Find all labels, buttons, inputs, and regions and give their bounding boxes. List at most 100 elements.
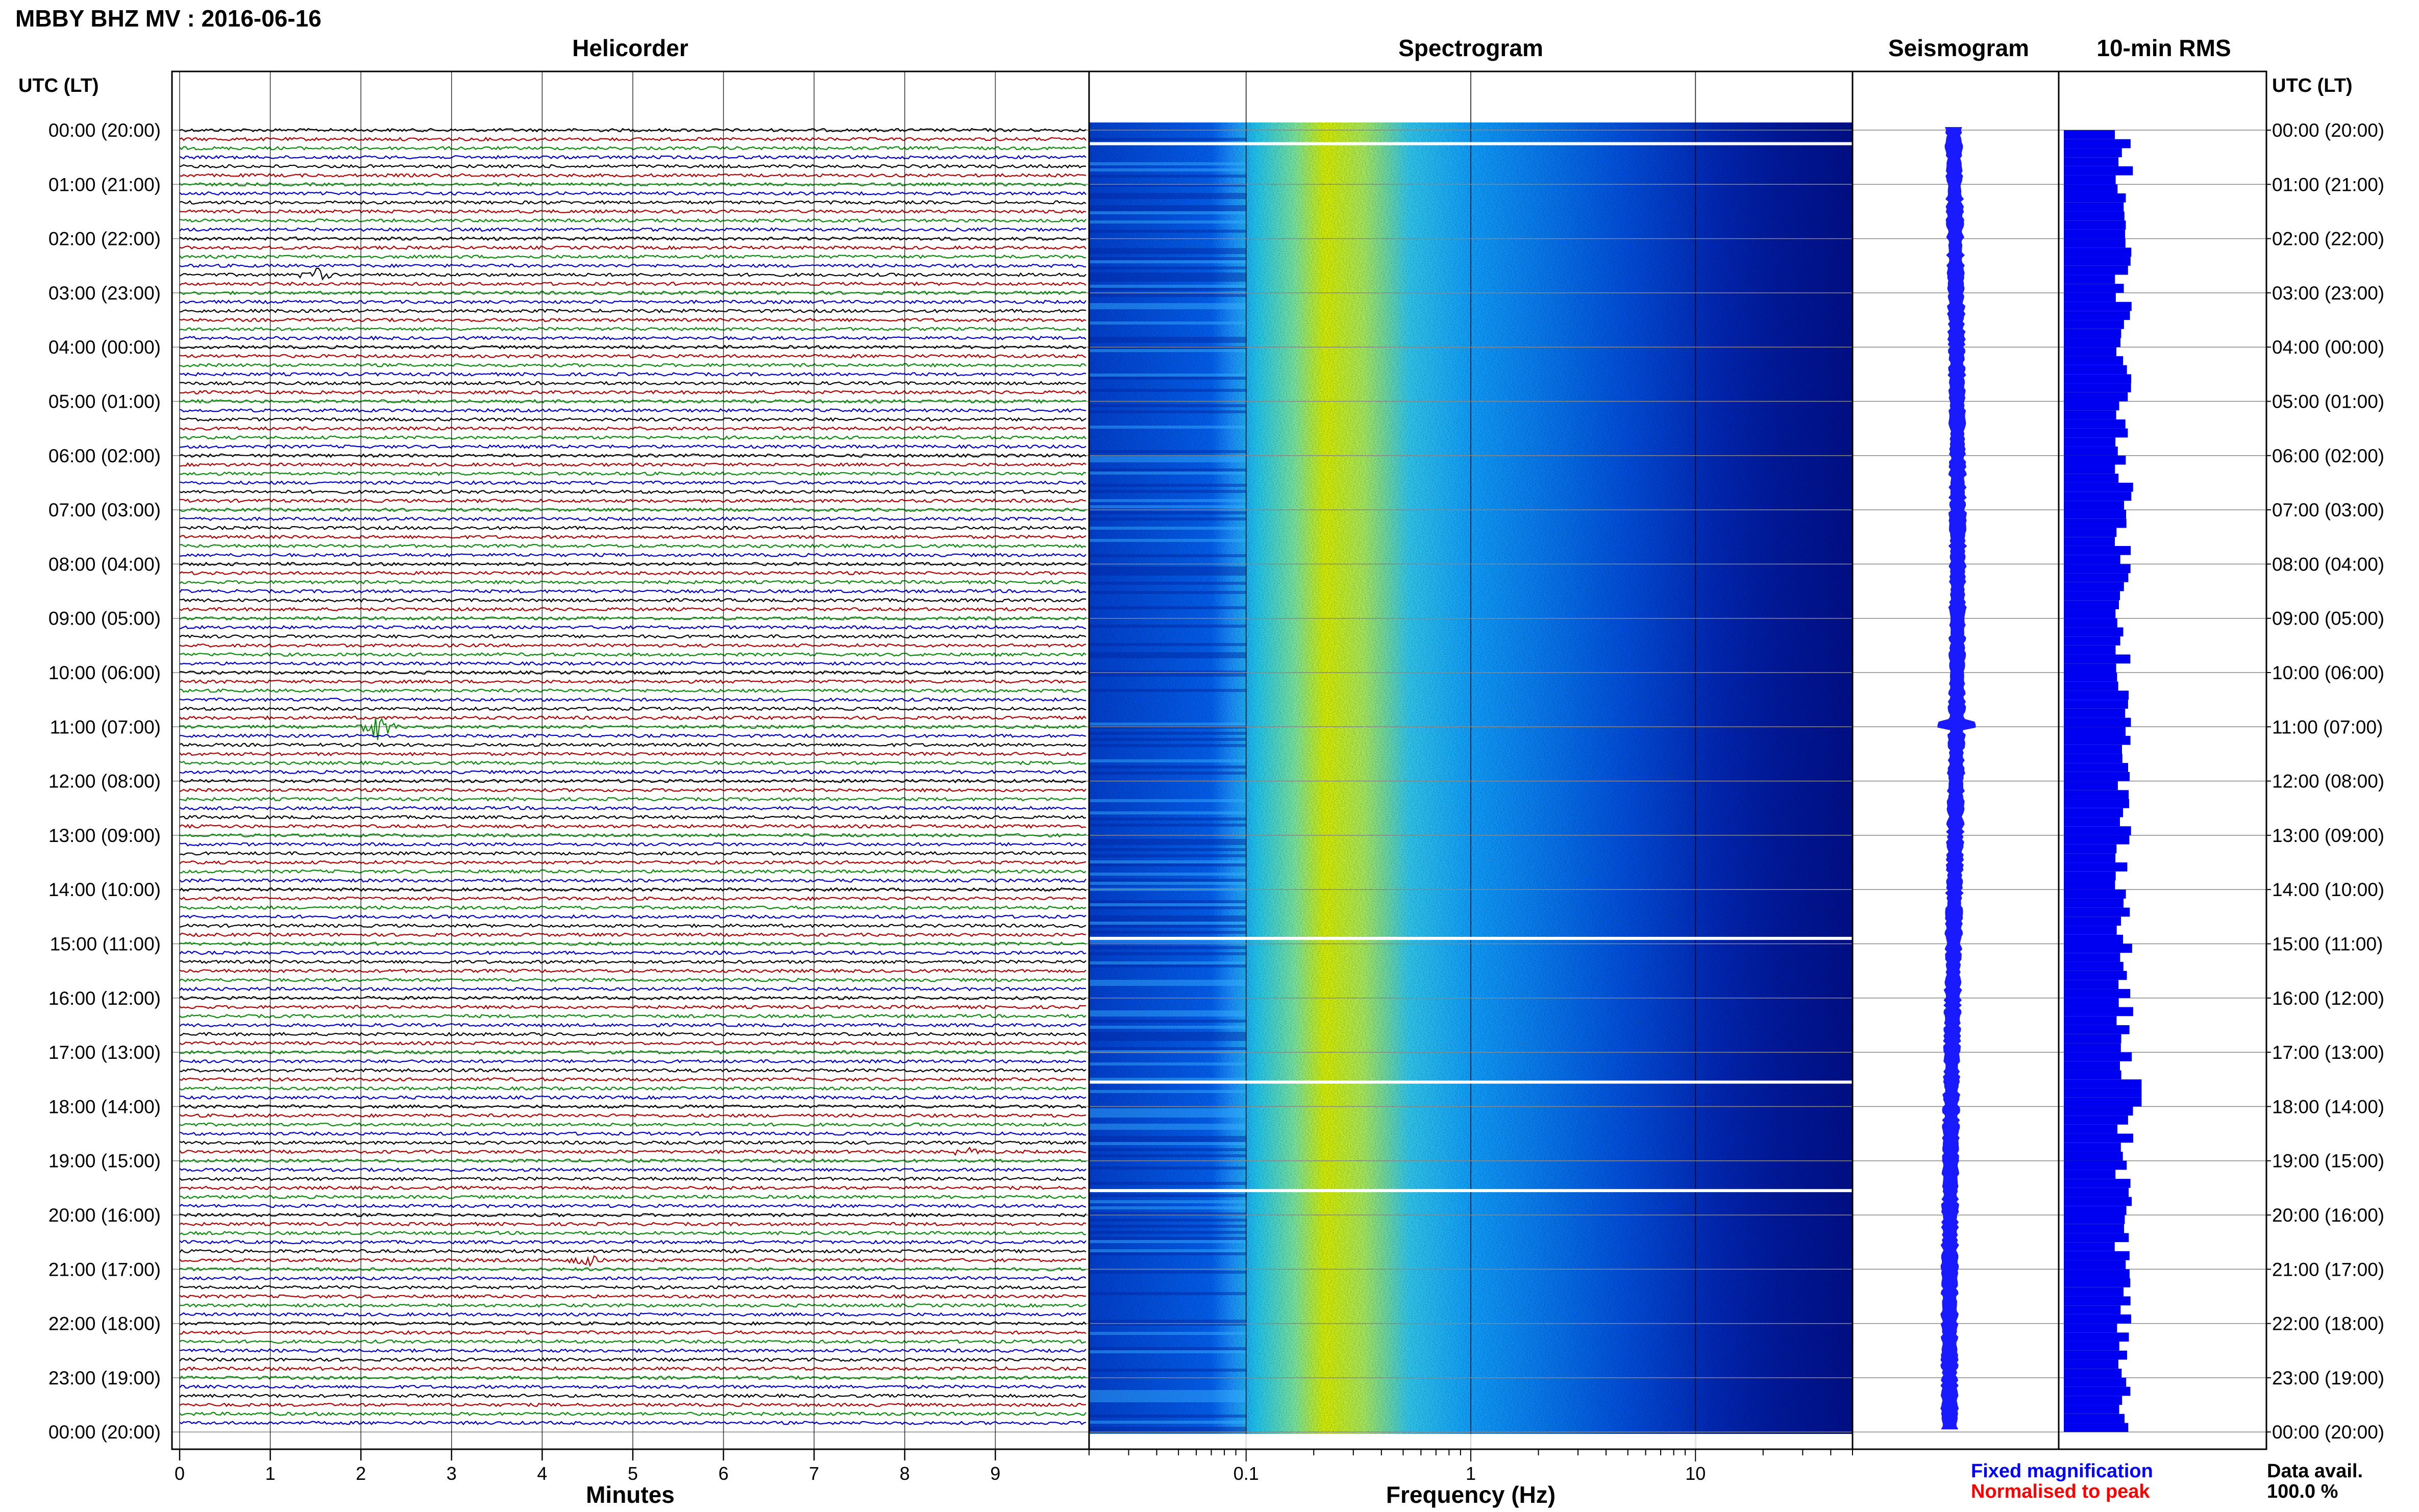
rms-bar <box>2064 1088 2142 1098</box>
spectrogram-band <box>1089 860 1246 863</box>
time-label-right: 01:00 (21:00) <box>2272 174 2384 195</box>
rms-bar <box>2064 1070 2121 1080</box>
spectrogram-band <box>1089 1396 1246 1399</box>
spectrogram-band <box>1089 625 1246 628</box>
rms-bar <box>2064 1061 2120 1071</box>
rms-bar <box>2064 1215 2125 1224</box>
spectrogram-band <box>1089 1050 1246 1053</box>
rms-bar <box>2064 564 2131 574</box>
spectrogram-band <box>1089 306 1246 309</box>
rms-bar <box>2064 302 2132 311</box>
time-label-right: 18:00 (14:00) <box>2272 1096 2384 1117</box>
spectrogram-band <box>1089 184 1246 187</box>
spectrogram-band <box>1089 1225 1246 1228</box>
rms-bar <box>2064 275 2115 284</box>
rms-bar <box>2064 1296 2131 1306</box>
rms-bar <box>2064 1106 2133 1116</box>
spectrogram-band <box>1089 484 1246 487</box>
rms-title: 10-min RMS <box>2096 35 2231 61</box>
rms-bar <box>2064 166 2133 176</box>
rms-bar <box>2064 374 2132 384</box>
spectrogram-band <box>1089 539 1246 542</box>
rms-bar <box>2064 392 2128 402</box>
spectrogram-band <box>1089 772 1246 775</box>
spectrogram-band <box>1089 674 1246 677</box>
rms-bar <box>2064 1251 2130 1260</box>
spectrogram-band <box>1089 303 1246 306</box>
rms-bar <box>2064 1097 2142 1107</box>
spectrogram-band <box>1089 900 1246 903</box>
spectrogram-band <box>1089 879 1246 882</box>
rms-bar <box>2064 736 2131 745</box>
spectrogram-gap <box>1089 142 1853 145</box>
rms-bar <box>2064 1332 2129 1342</box>
spectrogram-gaps <box>1089 142 1853 1193</box>
time-label-right: 07:00 (03:00) <box>2272 500 2384 520</box>
spectrogram-band <box>1089 1421 1246 1424</box>
spectrogram-band <box>1089 964 1246 968</box>
time-label-left: 17:00 (13:00) <box>48 1042 161 1063</box>
spectrogram-band <box>1089 349 1246 352</box>
time-label-right: 05:00 (01:00) <box>2272 391 2384 412</box>
rms-bar <box>2064 1260 2126 1270</box>
spectrogram-panel <box>1089 71 1853 1461</box>
minute-tick-label: 2 <box>356 1463 366 1484</box>
rms-bar <box>2064 1359 2118 1369</box>
rms-bar <box>2064 1423 2129 1432</box>
spectrogram-band <box>1089 799 1246 802</box>
time-label-left: 12:00 (08:00) <box>48 771 161 792</box>
spectrogram-band <box>1089 1320 1246 1323</box>
rms-bar <box>2064 537 2115 546</box>
rms-bar <box>2064 1305 2121 1315</box>
rms-bar <box>2064 654 2131 664</box>
spectrogram-band <box>1089 1430 1246 1433</box>
rms-bar <box>2064 835 2130 845</box>
spectrogram-band <box>1089 1127 1246 1130</box>
spectrogram-band <box>1089 952 1246 955</box>
rms-bar <box>2064 1369 2122 1378</box>
rms-bar <box>2064 247 2132 257</box>
rms-bar <box>2064 961 2124 971</box>
rms-bar <box>2064 437 2116 447</box>
frequency-tick-labels: 0.1 1 10 <box>1233 1463 1706 1484</box>
spectrogram-band <box>1089 230 1246 233</box>
rms-bar <box>2064 853 2116 863</box>
rms-bar <box>2064 1386 2131 1396</box>
spectrogram-band <box>1089 1323 1246 1326</box>
rms-bar <box>2064 1233 2129 1243</box>
frequency-tick-label: 0.1 <box>1233 1463 1259 1484</box>
rms-bar <box>2064 1052 2132 1061</box>
spectrogram-band <box>1089 591 1246 594</box>
spectrogram-band <box>1089 738 1246 741</box>
time-label-left: 07:00 (03:00) <box>48 500 161 520</box>
rms-bar <box>2064 1160 2127 1170</box>
spectrogram-band <box>1089 404 1246 407</box>
rms-bar <box>2064 980 2119 989</box>
rms-bar <box>2064 645 2116 655</box>
rms-bar <box>2064 1377 2127 1387</box>
time-labels-left: 00:00 (20:00) 01:00 (21:00) 02:00 (22:00) 0… <box>48 120 161 1443</box>
rms-bar <box>2064 998 2119 1007</box>
spectrogram-band <box>1089 1369 1246 1372</box>
spectrogram-band <box>1089 1148 1246 1151</box>
rms-bar <box>2064 320 2124 329</box>
time-label-left: 21:00 (17:00) <box>48 1259 161 1280</box>
spectrogram-band <box>1089 468 1246 472</box>
time-label-left: 02:00 (22:00) <box>48 229 161 250</box>
rms-bar <box>2064 1179 2131 1188</box>
rms-bar <box>2064 220 2126 230</box>
spectrogram-band <box>1089 671 1246 674</box>
time-label-left: 22:00 (18:00) <box>48 1313 161 1334</box>
time-label-right: 11:00 (07:00) <box>2272 716 2383 737</box>
spectrogram-band <box>1089 1427 1246 1430</box>
rms-bar <box>2064 636 2120 646</box>
helicorder-title: Helicorder <box>572 35 688 61</box>
spectrogram-band <box>1089 566 1246 569</box>
spectrogram-title: Spectrogram <box>1398 35 1543 61</box>
rms-bar <box>2064 1206 2127 1215</box>
spectrogram-band <box>1089 759 1246 762</box>
rms-bar <box>2064 1025 2130 1034</box>
spectrogram-band <box>1089 554 1246 557</box>
minute-tick-label: 3 <box>447 1463 457 1484</box>
spectrogram-band <box>1089 1240 1246 1243</box>
